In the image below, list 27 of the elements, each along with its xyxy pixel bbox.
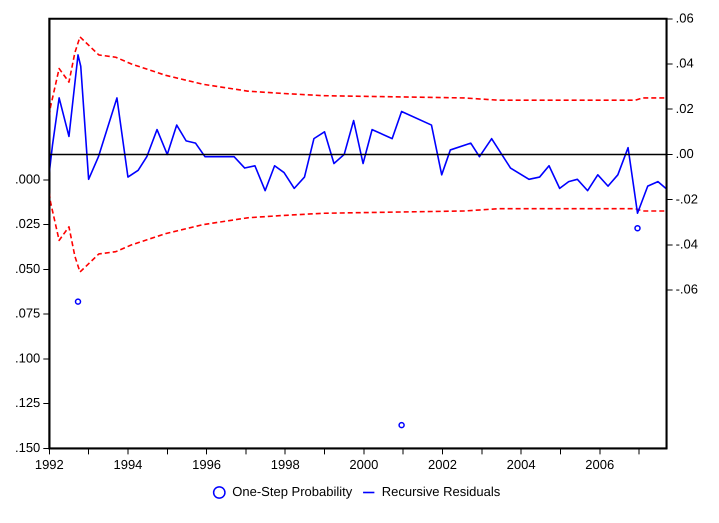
x-tick-label: 2000: [349, 456, 378, 472]
y2-tick-label: .00: [676, 146, 694, 162]
x-tick-label: 2006: [585, 456, 614, 472]
point: [74, 298, 82, 305]
y-tick-label: .150: [14, 440, 40, 455]
y-tick-label: .075: [14, 306, 40, 321]
y2-tick-label: -.02: [676, 191, 698, 206]
point: [398, 422, 405, 428]
y2-tick-label: .04: [676, 56, 694, 71]
legend-label: Recursive Residuals: [382, 484, 501, 500]
x-tick-label: 1994: [113, 456, 142, 472]
y2-tick-label: .06: [676, 10, 694, 26]
y2-tick-label: .02: [676, 100, 694, 116]
x-tick-label: 1992: [34, 456, 64, 472]
y-tick-label: .025: [14, 216, 40, 232]
x-tick-label: 2004: [506, 456, 536, 472]
y-tick-label: .100: [14, 350, 40, 366]
y2-tick-label: -.04: [676, 236, 698, 252]
y2-tick-label: -.06: [676, 282, 698, 297]
x-tick-label: 1998: [270, 456, 300, 472]
y-tick-label: .050: [14, 260, 40, 276]
y-tick-label: .125: [14, 395, 40, 410]
x-tick-label: 1996: [192, 456, 222, 472]
point: [634, 224, 641, 232]
x-tick-label: 2002: [428, 456, 457, 472]
y-tick-label: .000: [14, 171, 40, 186]
legend-label: One-Step Probability: [232, 484, 353, 500]
